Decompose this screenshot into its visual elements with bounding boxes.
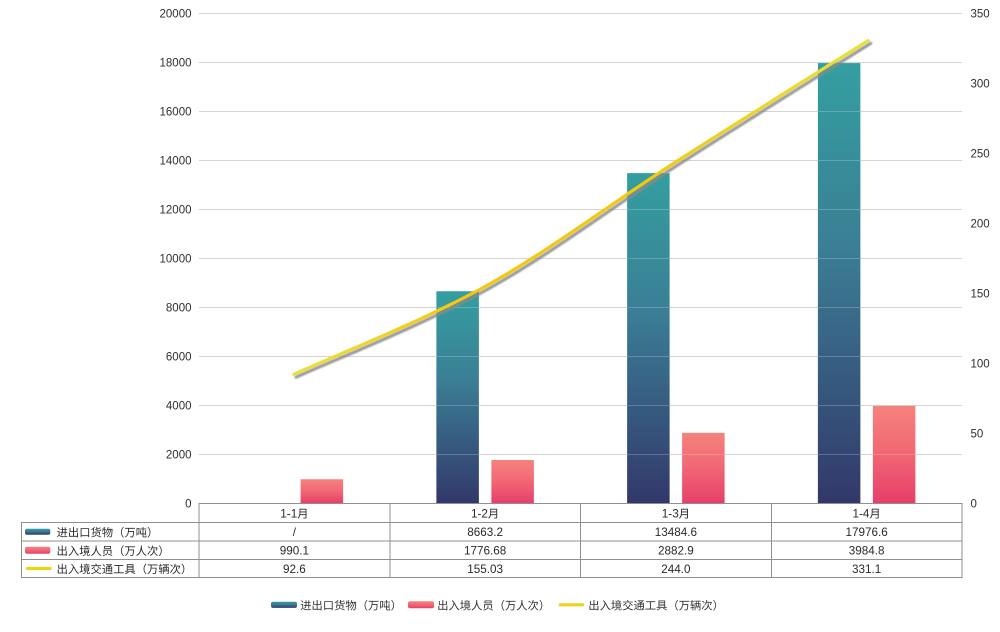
svg-text:14000: 14000 [160,156,192,168]
svg-text:200: 200 [971,219,990,231]
svg-text:1-3: 1-3 [662,507,679,520]
svg-text:990.1: 990.1 [280,545,309,558]
svg-text:8663.2: 8663.2 [467,526,503,539]
svg-text:20000: 20000 [160,9,192,21]
svg-text:92.6: 92.6 [283,563,306,576]
svg-text:350: 350 [971,9,990,21]
svg-text:50: 50 [971,429,984,441]
svg-text:100: 100 [971,359,990,371]
svg-text:0: 0 [971,499,977,511]
svg-text:331.1: 331.1 [852,563,881,576]
svg-text:6000: 6000 [166,352,192,364]
svg-text:150: 150 [971,289,990,301]
svg-text:18000: 18000 [160,58,192,70]
svg-text:250: 250 [971,149,990,161]
svg-text:2000: 2000 [166,450,192,462]
svg-text:0: 0 [185,499,191,511]
svg-text:10000: 10000 [160,254,192,266]
svg-text:1-4: 1-4 [853,507,870,520]
svg-text:1-2: 1-2 [471,507,488,520]
svg-text:16000: 16000 [160,107,192,119]
svg-text:13484.6: 13484.6 [655,526,697,539]
svg-text:155.03: 155.03 [467,563,503,576]
svg-text:1-1: 1-1 [280,507,297,520]
svg-text:8000: 8000 [166,303,192,315]
svg-text:/: / [293,526,297,539]
svg-text:3984.8: 3984.8 [849,545,885,558]
svg-text:2882.9: 2882.9 [658,545,694,558]
svg-text:300: 300 [971,79,990,91]
svg-text:12000: 12000 [160,205,192,217]
svg-text:244.0: 244.0 [661,563,691,576]
svg-text:1776.68: 1776.68 [464,545,506,558]
svg-text:17976.6: 17976.6 [845,526,887,539]
svg-text:4000: 4000 [166,401,192,413]
